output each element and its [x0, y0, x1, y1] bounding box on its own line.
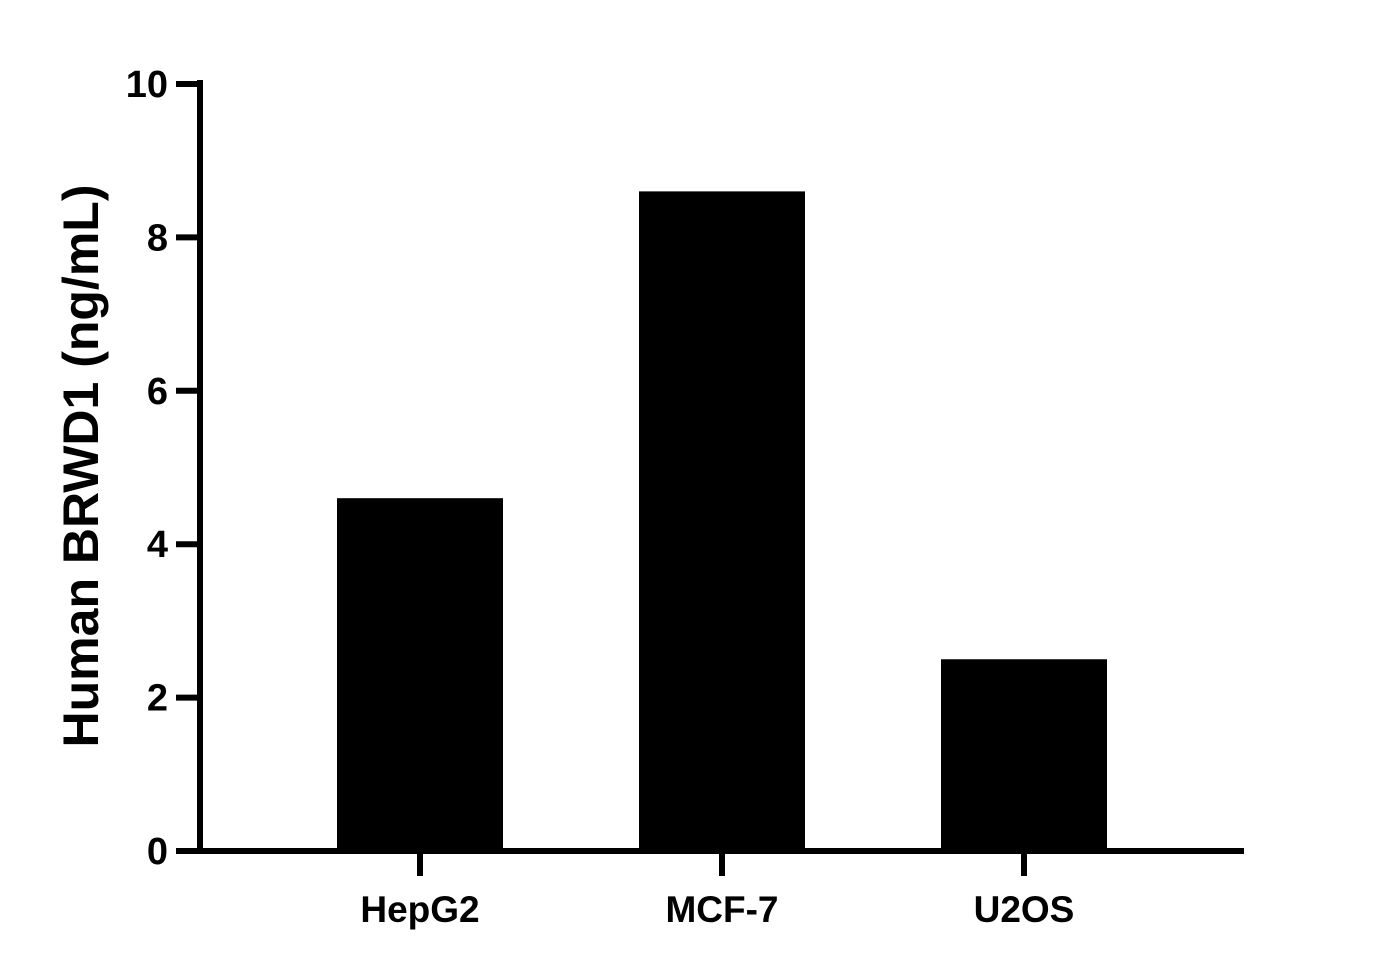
bar-u2os [941, 659, 1107, 851]
y-tick-label: 10 [126, 64, 168, 106]
y-tick-label: 8 [147, 217, 168, 259]
x-tick-label: MCF-7 [665, 889, 778, 930]
y-tick-label: 0 [147, 831, 168, 873]
y-tick-label: 4 [147, 524, 168, 566]
x-tick-label: HepG2 [360, 889, 479, 930]
bar-mcf-7 [639, 191, 805, 851]
y-tick-label: 6 [147, 371, 168, 413]
y-tick-label: 2 [147, 678, 168, 720]
x-tick-label: U2OS [974, 889, 1075, 930]
bar-hepg2 [337, 498, 503, 851]
y-axis-label: Human BRWD1 (ng/mL) [53, 185, 109, 748]
